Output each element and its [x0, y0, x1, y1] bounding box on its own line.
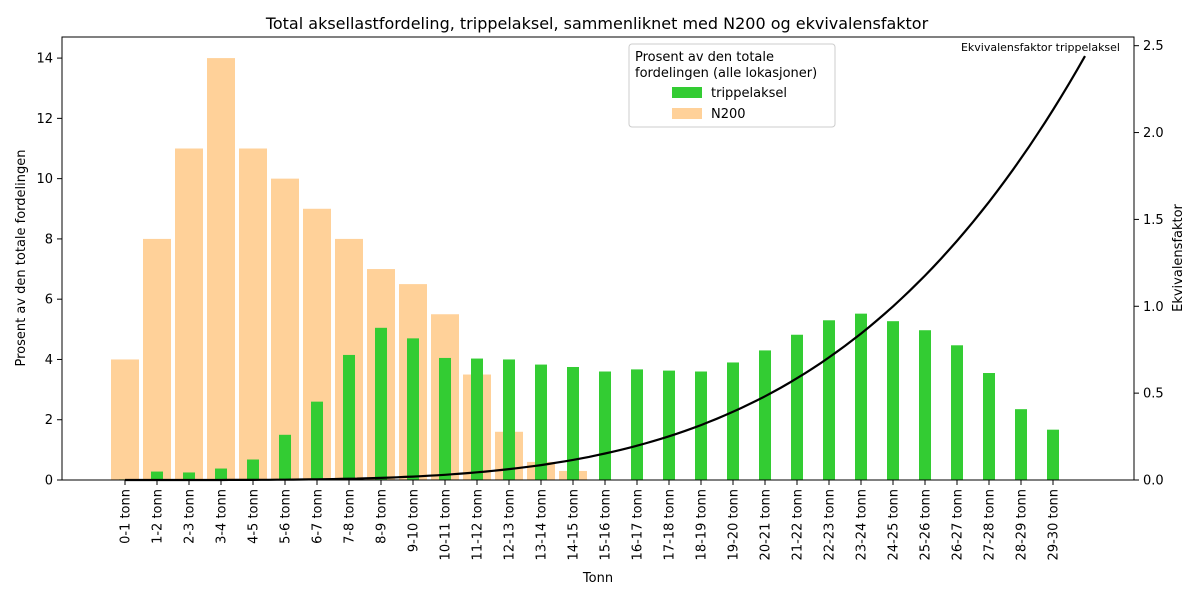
x-tick-label: 27-28 tonn — [983, 489, 998, 560]
bar-trippelaksel — [535, 364, 547, 480]
legend-title-line-2: fordelingen (alle lokasjoner) — [635, 66, 817, 81]
bar-trippelaksel — [183, 472, 195, 480]
chart-title: Total aksellastfordeling, trippelaksel, … — [265, 14, 929, 33]
left-tick-label: 4 — [45, 353, 53, 368]
bar-trippelaksel — [727, 362, 739, 480]
x-tick-label: 8-9 tonn — [375, 489, 390, 544]
bar-trippelaksel — [279, 434, 291, 480]
left-tick-label: 14 — [36, 52, 53, 67]
right-tick-label: 0.0 — [1143, 474, 1164, 489]
x-tick-label: 28-29 tonn — [1015, 489, 1030, 560]
x-tick-label: 12-13 tonn — [503, 489, 518, 560]
y-axis-label: Prosent av den totale fordelingen — [14, 150, 29, 367]
bar-trippelaksel — [951, 345, 963, 480]
bar-n200 — [239, 148, 267, 480]
bar-trippelaksel — [599, 371, 611, 480]
left-axis-ticks: 0 2 4 6 8 10 12 14 — [36, 52, 62, 489]
right-tick-label: 1.5 — [1143, 213, 1164, 228]
x-tick-label: 16-17 tonn — [631, 489, 646, 560]
bar-trippelaksel — [567, 366, 579, 480]
left-tick-label: 8 — [45, 232, 53, 247]
bar-trippelaksel — [919, 330, 931, 480]
bar-trippelaksel — [343, 354, 355, 480]
bar-trippelaksel — [759, 350, 771, 480]
x-tick-label: 29-30 tonn — [1047, 489, 1062, 560]
x-axis-ticks: 0-1 tonn 1-2 tonn 2-3 tonn 3-4 tonn 4-5 tonn… — [119, 480, 1062, 560]
bar-trippelaksel — [471, 358, 483, 480]
x-tick-label: 3-4 tonn — [215, 489, 230, 544]
x-tick-label: 9-10 tonn — [407, 489, 422, 552]
x-tick-label: 24-25 tonn — [887, 489, 902, 560]
bar-trippelaksel — [215, 468, 227, 480]
left-tick-label: 6 — [45, 293, 53, 308]
left-tick-label: 0 — [45, 474, 53, 489]
bar-n200 — [175, 148, 203, 480]
x-tick-label: 6-7 tonn — [311, 489, 326, 544]
bar-n200 — [271, 178, 299, 480]
right-tick-label: 2.0 — [1143, 126, 1164, 141]
legend-title-line-1: Prosent av den totale — [635, 50, 774, 65]
x-tick-label: 7-8 tonn — [343, 489, 358, 544]
bar-trippelaksel — [503, 359, 515, 480]
x-axis-label: Tonn — [582, 571, 613, 586]
bar-trippelaksel — [375, 327, 387, 480]
bar-n200 — [111, 359, 139, 480]
bar-trippelaksel — [855, 313, 867, 480]
legend-box — [628, 43, 836, 128]
x-tick-label: 10-11 tonn — [439, 489, 454, 560]
x-tick-label: 2-3 tonn — [183, 489, 198, 544]
curve-annotation: Ekvivalensfaktor trippelaksel — [961, 41, 1120, 54]
x-tick-label: 0-1 tonn — [119, 489, 134, 544]
legend-entry-trippelaksel: trippelaksel — [711, 86, 787, 101]
bar-trippelaksel — [1015, 409, 1027, 480]
bar-trippelaksel — [247, 459, 259, 480]
left-tick-label: 10 — [36, 172, 53, 187]
x-tick-label: 4-5 tonn — [247, 489, 262, 544]
bar-n200 — [143, 238, 171, 480]
x-tick-label: 14-15 tonn — [567, 489, 582, 560]
legend-swatch-n200 — [672, 108, 702, 119]
trippelaksel-bars — [119, 313, 1059, 480]
bar-trippelaksel — [663, 370, 675, 480]
right-tick-label: 0.5 — [1143, 387, 1164, 402]
bar-trippelaksel — [887, 321, 899, 480]
legend: Prosent av den totale fordelingen (alle … — [628, 43, 836, 128]
bar-trippelaksel — [823, 320, 835, 480]
bar-trippelaksel — [311, 401, 323, 480]
bar-trippelaksel — [791, 334, 803, 480]
bar-trippelaksel — [983, 373, 995, 480]
x-tick-label: 22-23 tonn — [823, 489, 838, 560]
x-tick-label: 13-14 tonn — [535, 489, 550, 560]
left-tick-label: 12 — [36, 112, 53, 127]
x-tick-label: 26-27 tonn — [951, 489, 966, 560]
bar-n200 — [207, 58, 235, 480]
bar-trippelaksel — [151, 471, 163, 480]
right-axis-ticks: 0.0 0.5 1.0 1.5 2.0 2.5 — [1134, 39, 1164, 489]
y-axis-right-label: Ekvivalensfaktor — [1171, 203, 1186, 311]
x-tick-label: 21-22 tonn — [791, 489, 806, 560]
left-tick-label: 2 — [45, 413, 53, 428]
x-tick-label: 1-2 tonn — [151, 489, 166, 544]
plot-frame — [61, 36, 1135, 481]
x-tick-label: 11-12 tonn — [471, 489, 486, 560]
x-tick-label: 15-16 tonn — [599, 489, 614, 560]
x-tick-label: 18-19 tonn — [695, 489, 710, 560]
x-tick-label: 17-18 tonn — [663, 489, 678, 560]
x-tick-label: 25-26 tonn — [919, 489, 934, 560]
x-tick-label: 20-21 tonn — [759, 489, 774, 560]
x-tick-label: 23-24 tonn — [855, 489, 870, 560]
right-tick-label: 1.0 — [1143, 300, 1164, 315]
bar-trippelaksel — [631, 369, 643, 480]
bar-trippelaksel — [407, 338, 419, 480]
bar-trippelaksel — [439, 357, 451, 480]
legend-entry-n200: N200 — [711, 107, 746, 122]
right-tick-label: 2.5 — [1143, 39, 1164, 54]
bar-trippelaksel — [1047, 429, 1059, 480]
x-tick-label: 19-20 tonn — [727, 489, 742, 560]
legend-swatch-trippelaksel — [672, 87, 702, 98]
x-tick-label: 5-6 tonn — [279, 489, 294, 544]
